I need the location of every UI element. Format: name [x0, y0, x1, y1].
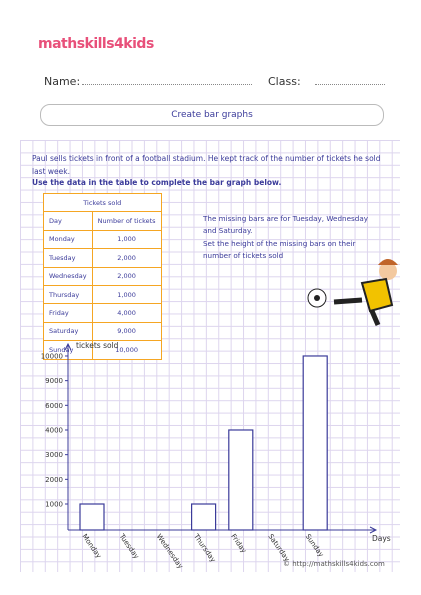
- table-row: Monday 1,000: [43, 229, 162, 250]
- x-tick-label: Sunday: [304, 533, 326, 559]
- class-label: Class:: [268, 75, 301, 88]
- x-axis-label: Days: [372, 534, 391, 543]
- name-label: Name:: [44, 75, 81, 88]
- table-row: Friday 4,000: [43, 303, 162, 323]
- bar: [302, 355, 328, 531]
- x-tick-label: Monday: [80, 533, 102, 560]
- x-tick-label: Saturday: [266, 533, 291, 563]
- table-row: Saturday 9,000: [43, 321, 162, 342]
- x-tick-label: Wednesday: [155, 533, 185, 571]
- y-tick-label: 9000: [45, 377, 63, 385]
- y-tick-label: 6000: [45, 402, 63, 410]
- y-tick-label: 10000: [41, 352, 63, 360]
- y-tick-label: 1000: [45, 501, 63, 509]
- name-line: [82, 84, 252, 85]
- note-line: The missing bars are for Tuesday, Wednes…: [203, 214, 368, 236]
- y-tick-label: 4000: [45, 426, 63, 434]
- intro: Paul sells tickets in front of a footbal…: [32, 154, 381, 176]
- x-tick-label: Friday: [229, 533, 248, 555]
- table-cell: 1,000: [91, 229, 162, 250]
- logo: mathskills4kids: [38, 36, 154, 52]
- x-tick-label: Tuesday: [117, 532, 140, 561]
- x-axis-arrow: [369, 526, 378, 534]
- soccer-player-illustration: [307, 259, 398, 326]
- data-table: Tickets sold Day Number of tickets Monday 1,…: [43, 192, 162, 360]
- table-row: Day Number of tickets: [43, 211, 162, 231]
- bar: [191, 503, 217, 531]
- class-line: [315, 84, 385, 85]
- footer: © http://mathskills4kids.com: [283, 560, 385, 568]
- title: Create bar graphs: [40, 104, 384, 126]
- y-axis-arrow: [64, 342, 72, 351]
- y-tick-label: 3000: [45, 451, 63, 459]
- instruction: Use the data in the table to complete th…: [32, 178, 282, 187]
- note-line: Set the height of the missing bars on th…: [203, 238, 356, 261]
- table-row: Wednesday 2,000: [43, 266, 162, 286]
- bar: [228, 429, 254, 531]
- y-tick-label: 2000: [45, 476, 63, 484]
- note: The missing bars are for Tuesday, Wednes…: [203, 213, 383, 263]
- bar: [79, 503, 105, 531]
- y-axis-label: tickets sold: [76, 341, 119, 350]
- x-tick-label: Thursday: [191, 532, 217, 564]
- table-row: Thursday 1,000: [43, 284, 162, 305]
- table-row: Sunday 10,000: [43, 340, 162, 360]
- table-cell: 10,000: [91, 340, 162, 360]
